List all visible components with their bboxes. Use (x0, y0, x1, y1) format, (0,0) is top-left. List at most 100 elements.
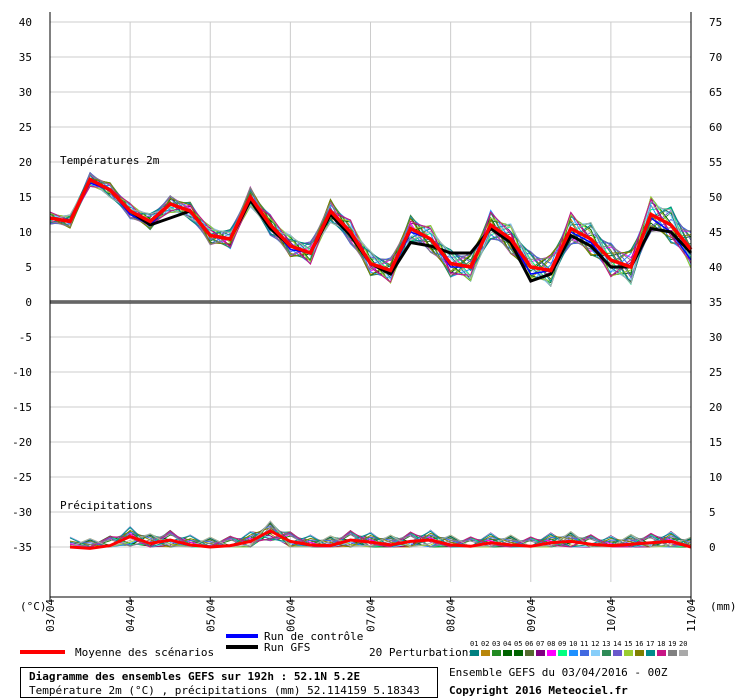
left-tick-label: -20 (12, 436, 32, 449)
left-tick-label: -30 (12, 506, 32, 519)
perturbation-swatch (492, 650, 501, 656)
legend-control-label: Run de contrôle (264, 630, 363, 643)
perturbation-swatch (514, 650, 523, 656)
perturbation-id-label: 19 (668, 640, 676, 648)
chart-title: Diagramme des ensembles GEFS sur 192h : … (29, 670, 361, 683)
x-tick-label: 05/04 (204, 599, 217, 632)
perturbation-swatch (470, 650, 479, 656)
right-axis-unit: (mm) (710, 600, 737, 613)
perturbation-id-label: 11 (580, 640, 588, 648)
perturbation-id-label: 18 (657, 640, 665, 648)
left-tick-label: 15 (19, 191, 32, 204)
perturbation-swatch (547, 650, 556, 656)
x-tick-label: 04/04 (124, 599, 137, 632)
perturbation-swatch (580, 650, 589, 656)
perturbation-id-label: 10 (569, 640, 577, 648)
perturbation-swatch (657, 650, 666, 656)
legend: Moyenne des scénarios Run de contrôle Ru… (20, 630, 688, 659)
footer-box: Diagramme des ensembles GEFS sur 192h : … (20, 667, 438, 698)
precipitation-section-label: Précipitations (60, 499, 153, 512)
x-axis-ticks: 03/04 04/04 05/04 06/04 07/04 08/04 09/04 10/04… (44, 597, 698, 632)
left-tick-label: 20 (19, 156, 32, 169)
right-tick-label: 15 (709, 436, 722, 449)
ensemble-info: Ensemble GEFS du 03/04/2016 - 00Z (449, 666, 668, 679)
chart-subtitle: Température 2m (°C) , précipitations (mm… (29, 684, 420, 697)
perturbation-id-label: 07 (536, 640, 544, 648)
x-tick-label: 08/04 (445, 599, 458, 632)
left-tick-label: 35 (19, 51, 32, 64)
perturbation-id-label: 13 (602, 640, 610, 648)
right-tick-label: 25 (709, 366, 722, 379)
perturbation-id-label: 16 (635, 640, 643, 648)
left-tick-label: 40 (19, 16, 32, 29)
x-tick-label: 07/04 (365, 599, 378, 632)
right-tick-label: 5 (709, 506, 716, 519)
perturbation-swatch (591, 650, 600, 656)
left-tick-label: -5 (19, 331, 32, 344)
perturbation-id-label: 04 (503, 640, 511, 648)
perturbation-swatch (624, 650, 633, 656)
perturbation-swatch (536, 650, 545, 656)
x-tick-label: 10/04 (605, 599, 618, 632)
perturbation-id-label: 03 (492, 640, 500, 648)
perturbation-swatch (646, 650, 655, 656)
perturbation-swatch (679, 650, 688, 656)
perturbation-id-label: 06 (525, 640, 533, 648)
mean-temp-line (49, 177, 693, 273)
perturbation-swatch (635, 650, 644, 656)
legend-gfs-label: Run GFS (264, 641, 310, 654)
right-tick-label: 65 (709, 86, 722, 99)
left-tick-label: -25 (12, 471, 32, 484)
perturbation-id-label: 15 (624, 640, 632, 648)
right-tick-label: 10 (709, 471, 722, 484)
left-tick-label: 10 (19, 226, 32, 239)
left-tick-label: -10 (12, 366, 32, 379)
right-tick-label: 60 (709, 121, 722, 134)
x-tick-label: 09/04 (525, 599, 538, 632)
left-axis-ticks: 40 35 30 25 20 15 10 5 0 -5 -10 -15 -20 -25 -30 -35 (12, 16, 32, 554)
perturbation-id-label: 05 (514, 640, 522, 648)
left-tick-label: 5 (25, 261, 32, 274)
perturbation-swatch (525, 650, 534, 656)
perturbation-id-label: 17 (646, 640, 654, 648)
left-tick-label: 0 (25, 296, 32, 309)
right-tick-label: 55 (709, 156, 722, 169)
grid (49, 21, 692, 582)
perturbation-id-label: 12 (591, 640, 599, 648)
right-tick-label: 70 (709, 51, 722, 64)
perturbation-swatch (481, 650, 490, 656)
right-tick-label: 40 (709, 261, 722, 274)
right-tick-label: 50 (709, 191, 722, 204)
perturbation-temp-line (49, 178, 692, 287)
left-tick-label: -15 (12, 401, 32, 414)
right-tick-label: 35 (709, 296, 722, 309)
perturbation-swatch (613, 650, 622, 656)
perturbation-swatch (602, 650, 611, 656)
x-tick-label: 03/04 (44, 599, 57, 632)
right-tick-label: 45 (709, 226, 722, 239)
legend-mean-label: Moyenne des scénarios (75, 646, 214, 659)
perturbation-id-label: 14 (613, 640, 621, 648)
perturbation-id-label: 02 (481, 640, 489, 648)
perturbation-id-label: 20 (679, 640, 687, 648)
left-tick-label: 30 (19, 86, 32, 99)
perturbation-legend: 01 02 03 04 05 06 07 08 09 10 11 12 13 14 15 16 17 18 19 20 (470, 640, 688, 656)
temperature-section-label: Températures 2m (60, 154, 160, 167)
perturbation-precip-line (70, 530, 692, 548)
right-tick-label: 30 (709, 331, 722, 344)
perturbation-swatch (569, 650, 578, 656)
mean-precip-line (69, 529, 692, 550)
perturbation-swatch (503, 650, 512, 656)
left-tick-label: -35 (12, 541, 32, 554)
x-tick-label: 06/04 (284, 599, 297, 632)
copyright: Copyright 2016 Meteociel.fr (449, 684, 628, 697)
perturbation-temp-line (49, 185, 692, 283)
legend-perturbations-label: 20 Perturbations (369, 646, 475, 659)
right-tick-label: 75 (709, 16, 722, 29)
main-series-lines (49, 177, 693, 550)
x-tick-label: 11/04 (685, 599, 698, 632)
left-axis-unit: (°C) (20, 600, 47, 613)
left-tick-label: 25 (19, 121, 32, 134)
